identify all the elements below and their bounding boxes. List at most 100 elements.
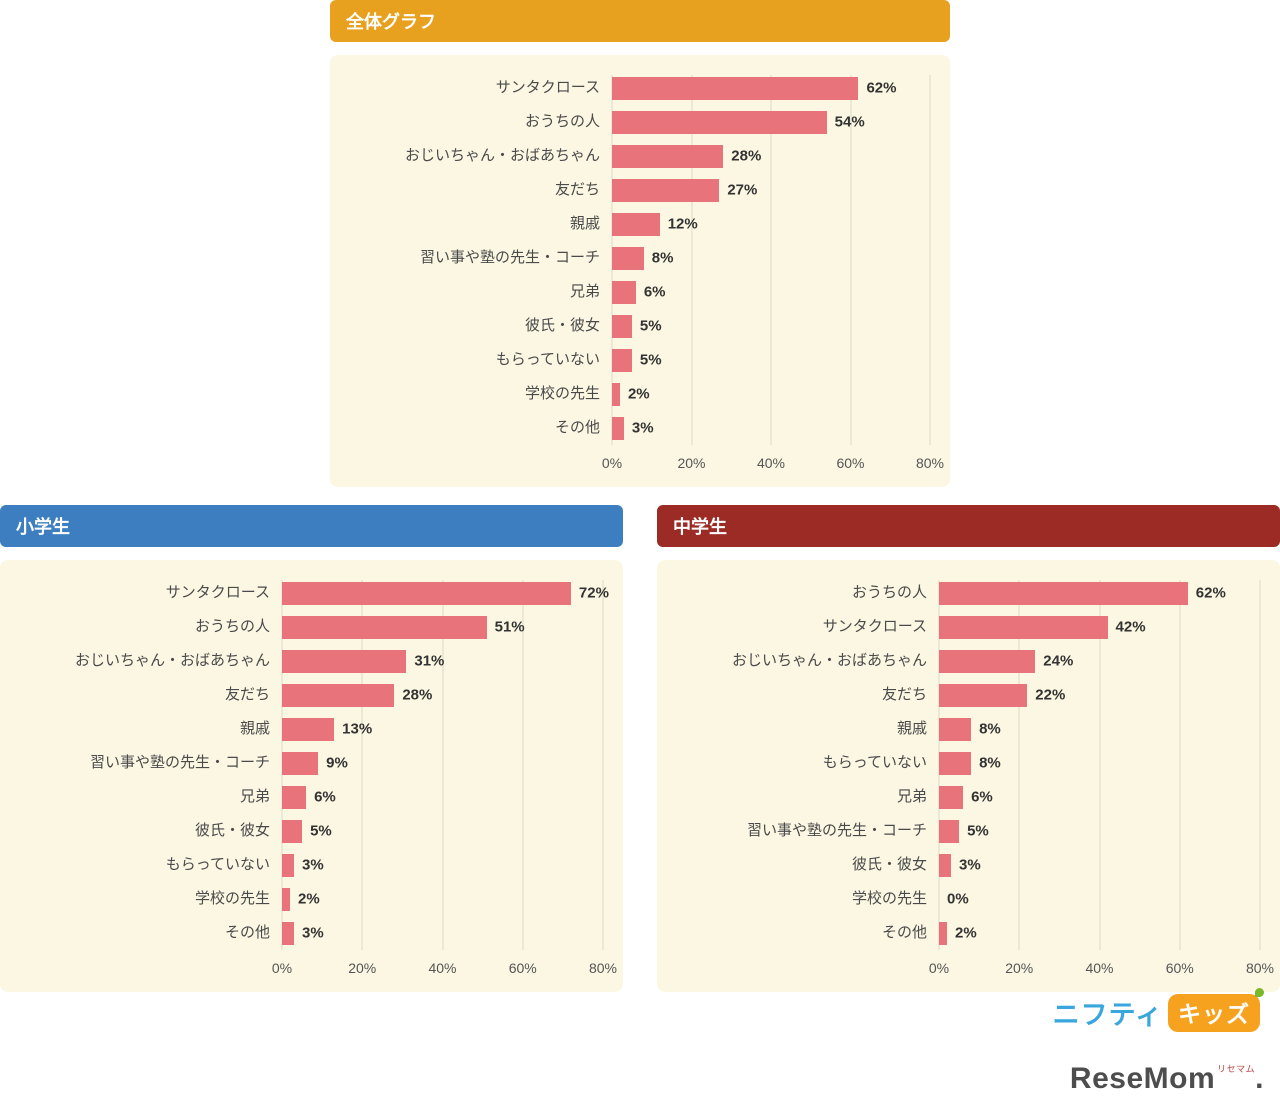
chart-row: 学校の先生 2% [20, 882, 603, 916]
category-label: 兄弟 [896, 788, 927, 806]
chart-row: 親戚 13% [20, 712, 603, 746]
value-label: 5% [639, 351, 662, 369]
bar [282, 887, 291, 911]
category-label: もらっていない [165, 856, 270, 874]
junior-chart-panel: 中学生 おうちの人 62% サンタクロース 42% おじいちゃん・おばあちゃん 24% 友だ… [657, 505, 1280, 992]
bar-track: 0% [939, 882, 1260, 916]
category-label: おうちの人 [524, 113, 600, 131]
value-label: 5% [310, 822, 332, 840]
resemom-ruby-text: リセマム [1217, 1064, 1256, 1074]
chart-row: その他 3% [350, 411, 930, 445]
category-label: 習い事や塾の先生・コーチ [89, 754, 270, 772]
value-label: 6% [643, 283, 666, 301]
category-label: サンタクロース [165, 584, 270, 602]
value-label: 28% [402, 686, 433, 704]
category-label: 友だち [881, 686, 927, 704]
bar-track: 72% [282, 576, 609, 610]
gridline [602, 580, 604, 950]
value-label: 2% [627, 385, 650, 403]
elementary-chart-title: 小学生 [16, 517, 70, 537]
category-label: おじいちゃん・おばあちゃん [404, 147, 600, 165]
bar [282, 785, 307, 809]
value-label: 54% [834, 113, 865, 131]
axis-spacer [350, 447, 600, 477]
category-label: 習い事や塾の先生・コーチ [746, 822, 927, 840]
bar [612, 212, 660, 236]
bar [612, 382, 620, 406]
value-label: 6% [314, 788, 336, 806]
value-label: 8% [979, 720, 1001, 738]
bar-track: 2% [939, 916, 1260, 950]
bar-track: 3% [282, 848, 603, 882]
bar-track: 62% [612, 71, 930, 105]
x-tick-label: 0% [928, 960, 950, 976]
category-label: 学校の先生 [851, 890, 927, 908]
x-tick-label: 40% [756, 455, 786, 471]
elementary-bar-chart: サンタクロース 72% おうちの人 51% おじいちゃん・おばあちゃん 31% 友だち 28%… [20, 576, 617, 982]
overall-bar-chart: サンタクロース 62% おうちの人 54% おじいちゃん・おばあちゃん 28% 友だち 27%… [350, 71, 944, 477]
junior-chart-header: 中学生 [657, 505, 1280, 547]
category-label: 親戚 [239, 720, 270, 738]
bar [612, 144, 724, 168]
chart-row: 学校の先生 0% [677, 882, 1260, 916]
bar [939, 751, 972, 775]
resemom-logo-dot: . [1255, 1062, 1264, 1095]
elementary-chart-body: サンタクロース 72% おうちの人 51% おじいちゃん・おばあちゃん 31% 友だち 28%… [0, 560, 623, 992]
axis-spacer [677, 952, 927, 982]
gridline [1018, 580, 1020, 950]
bar-track: 28% [612, 139, 930, 173]
bar-track: 54% [612, 105, 930, 139]
value-label: 62% [866, 79, 897, 97]
category-label: 学校の先生 [194, 890, 270, 908]
bar [939, 581, 1188, 605]
value-label: 5% [967, 822, 989, 840]
category-label: 友だち [224, 686, 270, 704]
value-label: 12% [667, 215, 698, 233]
category-label: その他 [224, 924, 270, 942]
gridline [522, 580, 524, 950]
chart-rows: おうちの人 62% サンタクロース 42% おじいちゃん・おばあちゃん 24% 友だち 22%… [677, 576, 1261, 950]
junior-chart-body: おうちの人 62% サンタクロース 42% おじいちゃん・おばあちゃん 24% 友だち 22%… [657, 560, 1280, 992]
bar-track: 8% [939, 712, 1260, 746]
chart-row: 兄弟 6% [350, 275, 930, 309]
junior-chart-title: 中学生 [673, 517, 727, 537]
elementary-chart-header: 小学生 [0, 505, 623, 547]
chart-row: 兄弟 6% [677, 780, 1260, 814]
bar-track: 5% [612, 309, 930, 343]
value-label: 24% [1043, 652, 1074, 670]
chart-rows: サンタクロース 72% おうちの人 51% おじいちゃん・おばあちゃん 31% 友だち 28%… [20, 576, 609, 950]
value-label: 6% [971, 788, 993, 806]
bar-track: 5% [282, 814, 603, 848]
chart-row: その他 2% [677, 916, 1260, 950]
chart-row: サンタクロース 62% [350, 71, 930, 105]
bar-track: 3% [282, 916, 603, 950]
chart-row: 親戚 8% [677, 712, 1260, 746]
chart-row: もらっていない 8% [677, 746, 1260, 780]
gridline [691, 75, 692, 445]
bar-track: 5% [612, 343, 930, 377]
chart-row: 兄弟 6% [20, 780, 603, 814]
x-tick-label: 0% [601, 455, 623, 471]
value-label: 9% [326, 754, 348, 772]
category-label: その他 [881, 924, 927, 942]
bar [282, 751, 319, 775]
category-label: 親戚 [569, 215, 600, 233]
category-label: もらっていない [822, 754, 927, 772]
chart-row: 彼氏・彼女 5% [350, 309, 930, 343]
category-label: 彼氏・彼女 [194, 822, 270, 840]
x-tick-label: 20% [677, 455, 706, 471]
value-label: 3% [302, 856, 324, 874]
bar [282, 717, 335, 741]
chart-row: 友だち 28% [20, 678, 603, 712]
resemom-logo: ReseMom リセマム. [1070, 1062, 1264, 1096]
category-label: 兄弟 [239, 788, 270, 806]
gridline [1099, 580, 1100, 950]
x-tick-label: 0% [271, 960, 293, 976]
bar [282, 581, 571, 605]
value-label: 3% [631, 419, 654, 437]
x-tick-label: 20% [348, 960, 377, 976]
gridline [442, 580, 443, 950]
bar-track: 2% [612, 377, 930, 411]
bar-track: 42% [939, 610, 1260, 644]
category-label: おうちの人 [194, 618, 270, 636]
